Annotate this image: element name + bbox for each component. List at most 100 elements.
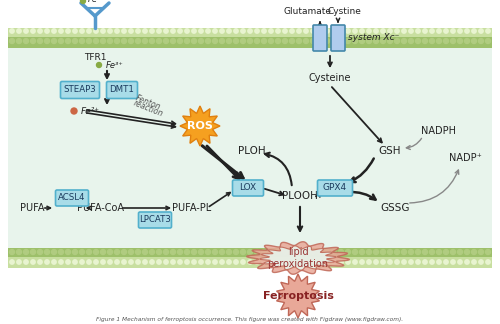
Circle shape [59, 29, 63, 33]
Circle shape [192, 39, 196, 43]
Circle shape [450, 39, 456, 43]
Text: system Xc⁻: system Xc⁻ [348, 33, 400, 42]
Circle shape [465, 260, 469, 264]
Circle shape [72, 39, 78, 43]
Circle shape [150, 29, 154, 33]
Circle shape [31, 29, 35, 33]
Circle shape [318, 260, 322, 264]
Circle shape [472, 29, 476, 33]
Circle shape [52, 39, 57, 43]
Text: Cysteine: Cysteine [309, 73, 351, 83]
Circle shape [478, 39, 484, 43]
Circle shape [87, 29, 91, 33]
FancyArrowPatch shape [88, 206, 91, 210]
FancyArrowPatch shape [202, 146, 243, 178]
Circle shape [16, 249, 21, 254]
Circle shape [136, 39, 140, 43]
FancyArrowPatch shape [105, 99, 109, 103]
Circle shape [409, 29, 413, 33]
Circle shape [184, 249, 190, 254]
Circle shape [156, 249, 162, 254]
FancyArrowPatch shape [86, 110, 176, 125]
Text: Ferroptosis: Ferroptosis [262, 291, 334, 301]
Circle shape [324, 249, 330, 254]
Circle shape [332, 39, 336, 43]
Circle shape [422, 39, 428, 43]
Circle shape [311, 29, 315, 33]
Circle shape [268, 39, 274, 43]
Circle shape [255, 29, 259, 33]
Polygon shape [260, 246, 336, 270]
Circle shape [122, 260, 126, 264]
Text: Glutamate: Glutamate [284, 7, 332, 17]
Circle shape [10, 260, 14, 264]
Circle shape [325, 29, 329, 33]
Circle shape [346, 260, 350, 264]
Circle shape [325, 260, 329, 264]
Circle shape [16, 39, 21, 43]
Circle shape [437, 29, 441, 33]
Circle shape [114, 39, 119, 43]
Circle shape [59, 260, 63, 264]
Circle shape [38, 260, 42, 264]
Circle shape [101, 29, 105, 33]
Circle shape [353, 29, 357, 33]
Polygon shape [246, 242, 350, 274]
Circle shape [416, 29, 420, 33]
Circle shape [206, 39, 210, 43]
Circle shape [409, 260, 413, 264]
Circle shape [150, 260, 154, 264]
Circle shape [17, 260, 21, 264]
Circle shape [352, 39, 358, 43]
Circle shape [136, 29, 140, 33]
Circle shape [213, 29, 217, 33]
Text: ACSL4: ACSL4 [58, 193, 86, 202]
FancyBboxPatch shape [313, 25, 327, 51]
Circle shape [96, 63, 102, 67]
Text: ROS: ROS [187, 121, 213, 131]
Circle shape [150, 39, 154, 43]
Circle shape [388, 39, 392, 43]
Circle shape [10, 39, 14, 43]
Circle shape [128, 249, 134, 254]
Text: NADP⁺: NADP⁺ [448, 153, 482, 163]
Circle shape [80, 0, 86, 4]
Circle shape [178, 260, 182, 264]
Circle shape [310, 249, 316, 254]
Circle shape [352, 249, 358, 254]
Circle shape [38, 29, 42, 33]
Circle shape [388, 249, 392, 254]
Circle shape [157, 260, 161, 264]
Text: STEAP3: STEAP3 [64, 86, 96, 95]
Circle shape [478, 249, 484, 254]
Circle shape [38, 249, 43, 254]
Circle shape [80, 249, 84, 254]
Circle shape [10, 29, 14, 33]
Bar [8, 248, 492, 257]
Circle shape [171, 260, 175, 264]
Circle shape [213, 260, 217, 264]
Circle shape [262, 29, 266, 33]
Circle shape [444, 39, 448, 43]
Circle shape [304, 260, 308, 264]
Circle shape [206, 249, 210, 254]
Circle shape [458, 29, 462, 33]
FancyArrowPatch shape [298, 207, 302, 231]
Circle shape [367, 260, 371, 264]
Circle shape [17, 29, 21, 33]
Circle shape [360, 39, 364, 43]
Circle shape [178, 39, 182, 43]
FancyBboxPatch shape [138, 212, 172, 228]
Circle shape [164, 260, 168, 264]
FancyBboxPatch shape [232, 180, 264, 196]
Circle shape [395, 260, 399, 264]
Circle shape [282, 249, 288, 254]
Circle shape [374, 39, 378, 43]
Circle shape [164, 39, 168, 43]
Text: Fe³⁺: Fe³⁺ [106, 61, 124, 70]
Circle shape [171, 29, 175, 33]
Circle shape [220, 29, 224, 33]
Circle shape [220, 39, 224, 43]
Circle shape [395, 29, 399, 33]
Circle shape [94, 260, 98, 264]
